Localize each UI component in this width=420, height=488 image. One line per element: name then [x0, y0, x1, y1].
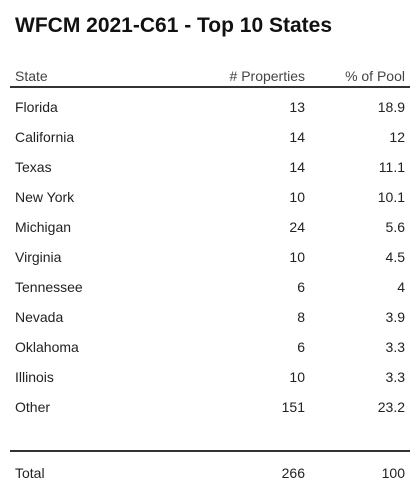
table-row: Florida 13 18.9 — [10, 92, 410, 122]
cell-state: Tennessee — [15, 279, 83, 295]
cell-state: Other — [15, 399, 51, 415]
cell-properties: 14 — [289, 129, 305, 145]
table-row: Texas 14 11.1 — [10, 152, 410, 182]
cell-pool: 18.9 — [377, 99, 405, 115]
total-row: Total 266 100 — [10, 458, 410, 488]
cell-pool: 12 — [389, 129, 405, 145]
cell-properties: 24 — [289, 219, 305, 235]
cell-properties: 10 — [289, 369, 305, 385]
cell-properties: 13 — [289, 99, 305, 115]
header-properties: # Properties — [229, 68, 305, 84]
cell-state: New York — [15, 189, 75, 205]
page-title: WFCM 2021-C61 - Top 10 States — [15, 14, 333, 37]
cell-state: Nevada — [15, 309, 64, 325]
cell-properties: 151 — [281, 399, 305, 415]
table-row: California 14 12 — [10, 122, 410, 152]
cell-pool: 5.6 — [385, 219, 405, 235]
table-header: State # Properties % of Pool — [10, 62, 410, 88]
cell-pool: 4 — [397, 279, 405, 295]
cell-state: Virginia — [15, 249, 62, 265]
cell-properties: 10 — [289, 189, 305, 205]
total-divider — [10, 450, 410, 452]
states-table: State # Properties % of Pool Florida 13 18… — [10, 62, 410, 488]
header-state: State — [15, 68, 48, 84]
cell-state: Oklahoma — [15, 339, 79, 355]
cell-state: Illinois — [15, 369, 54, 385]
table-row: Michigan 24 5.6 — [10, 212, 410, 242]
cell-properties: 6 — [297, 279, 305, 295]
cell-properties: 10 — [289, 249, 305, 265]
cell-state: Texas — [15, 159, 52, 175]
cell-state: Florida — [15, 99, 58, 115]
table-row: Illinois 10 3.3 — [10, 362, 410, 392]
total-pool: 100 — [381, 465, 405, 481]
table-row: Oklahoma 6 3.3 — [10, 332, 410, 362]
table-row: New York 10 10.1 — [10, 182, 410, 212]
cell-properties: 8 — [297, 309, 305, 325]
cell-pool: 3.3 — [385, 339, 405, 355]
cell-pool: 4.5 — [385, 249, 405, 265]
cell-pool: 23.2 — [377, 399, 405, 415]
table-row: Tennessee 6 4 — [10, 272, 410, 302]
cell-pool: 10.1 — [377, 189, 405, 205]
cell-properties: 14 — [289, 159, 305, 175]
header-pool: % of Pool — [345, 68, 405, 84]
table-row: Other 151 23.2 — [10, 392, 410, 422]
cell-pool: 3.9 — [385, 309, 405, 325]
table-row: Nevada 8 3.9 — [10, 302, 410, 332]
table-body: Florida 13 18.9 California 14 12 Texas 14 11.1 Ne… — [10, 88, 410, 422]
cell-state: California — [15, 129, 75, 145]
cell-properties: 6 — [297, 339, 305, 355]
total-label: Total — [15, 465, 45, 481]
cell-pool: 11.1 — [378, 159, 405, 175]
table-row: Virginia 10 4.5 — [10, 242, 410, 272]
cell-state: Michigan — [15, 219, 72, 235]
cell-pool: 3.3 — [385, 369, 405, 385]
total-properties: 266 — [281, 465, 305, 481]
